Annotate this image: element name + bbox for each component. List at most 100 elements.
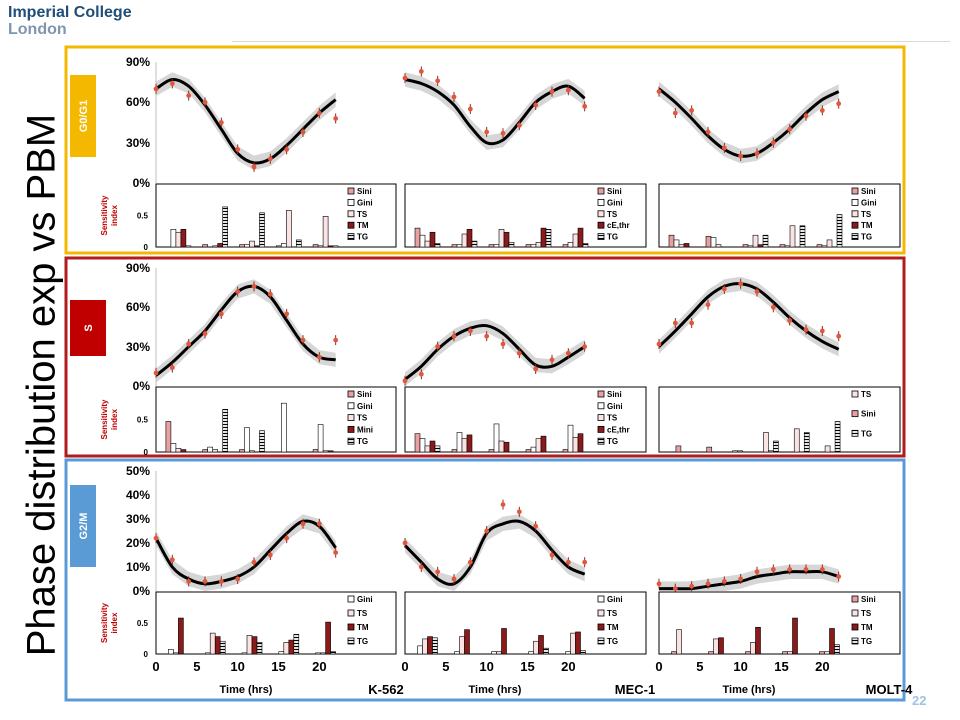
sensitivity-legend-swatch	[597, 609, 605, 617]
sensitivity-legend-label: Sini	[607, 187, 622, 196]
experimental-point	[533, 102, 539, 108]
sensitivity-bar	[737, 450, 743, 453]
sensitivity-bar	[414, 433, 421, 453]
experimental-point	[533, 366, 539, 372]
sensitivity-bar	[784, 245, 791, 248]
experimental-point	[721, 579, 727, 584]
sensitivity-legend-label: Gini	[357, 595, 373, 604]
x-tick-label: 10	[230, 659, 244, 674]
sensitivity-bar	[466, 229, 473, 248]
experimental-point	[186, 93, 192, 99]
experimental-point	[218, 579, 224, 584]
sensitivity-legend-label: TS	[861, 609, 872, 618]
sensitivity-legend-label: Gini	[607, 198, 623, 207]
sensitivity-tick-label: 0	[144, 448, 149, 457]
x-tick-label: 5	[442, 659, 449, 674]
sensitivity-legend-label: Sini	[607, 390, 622, 399]
experimental-point	[267, 552, 273, 558]
experimental-point	[484, 333, 490, 339]
experimental-point	[418, 371, 424, 377]
sensitivity-bar	[209, 632, 216, 655]
sensitivity-bar	[582, 243, 589, 248]
sensitivity-legend-label: Sini	[357, 390, 372, 399]
sensitivity-bar	[429, 440, 436, 453]
y-tick-label: 0%	[133, 176, 151, 190]
experimental-point	[565, 350, 571, 356]
experimental-point	[819, 567, 825, 572]
sensitivity-bar	[732, 450, 738, 453]
experimental-point	[284, 146, 290, 152]
experimental-point	[169, 365, 175, 371]
x-tick-label: 10	[733, 659, 747, 674]
sensitivity-axis-label: Sensitivity	[100, 399, 109, 440]
sensitivity-bar	[565, 651, 571, 655]
x-tick-label: 0	[152, 659, 159, 674]
sensitivity-legend-swatch	[347, 187, 355, 195]
experimental-point	[705, 581, 711, 587]
experimental-point	[819, 328, 825, 334]
sensitivity-bar	[283, 642, 290, 655]
sensitivity-bar	[322, 216, 329, 248]
sensitivity-bar	[417, 645, 423, 655]
sensitivity-legend-swatch	[597, 198, 605, 206]
sensitivity-bar	[427, 636, 433, 655]
sensitivity-legend-swatch	[597, 637, 605, 645]
sensitivity-legend-swatch	[347, 595, 355, 603]
experimental-point	[754, 151, 760, 156]
sensitivity-bar	[708, 651, 714, 655]
sensitivity-legend-swatch	[597, 390, 605, 398]
y-tick-label: 60%	[126, 95, 150, 109]
sensitivity-bar	[834, 421, 841, 453]
experimental-point	[500, 130, 506, 136]
sensitivity-bar	[204, 652, 211, 655]
sensitivity-panel-frame	[658, 183, 901, 248]
sensitivity-legend-label: Gini	[357, 198, 373, 207]
sensitivity-legend-swatch	[851, 609, 859, 617]
sensitivity-legend-swatch	[597, 414, 605, 422]
experimental-point	[656, 89, 662, 94]
experimental-point	[803, 113, 809, 119]
sensitivity-bar	[259, 212, 265, 248]
sensitivity-bar	[246, 635, 253, 655]
phase-tag	[70, 485, 96, 567]
sensitivity-legend-swatch	[851, 233, 859, 241]
experimental-point	[169, 557, 175, 563]
experimental-point	[819, 108, 825, 113]
sensitivity-legend-swatch	[347, 402, 355, 410]
sensitivity-bar	[288, 639, 295, 655]
sensitivity-bar	[259, 430, 265, 453]
sensitivity-bar	[180, 449, 187, 453]
x-tick-label: 0	[401, 659, 408, 674]
sensitivity-bar	[763, 432, 769, 453]
sensitivity-bar	[251, 636, 258, 655]
sensitivity-bar	[173, 652, 179, 655]
experimental-point	[467, 559, 473, 565]
sensitivity-bar	[535, 438, 542, 453]
experimental-point	[267, 156, 273, 162]
experimental-point	[738, 281, 744, 287]
sensitivity-bar	[180, 229, 187, 248]
y-tick-label: 0%	[133, 379, 151, 393]
y-tick-label: 30%	[126, 340, 150, 354]
sensitivity-bar	[249, 240, 255, 248]
sensitivity-legend-swatch	[597, 623, 605, 631]
sensitivity-bar	[424, 240, 431, 248]
sensitivity-bar	[824, 445, 831, 453]
y-tick-label: 0%	[133, 584, 151, 598]
sensitivity-legend-swatch	[347, 437, 355, 445]
sensitivity-bar	[496, 651, 502, 655]
sensitivity-bar	[219, 640, 226, 655]
sensitivity-bar	[432, 637, 438, 655]
sensitivity-bar	[280, 402, 287, 453]
sensitivity-bar	[819, 651, 825, 655]
sensitivity-legend-swatch	[851, 210, 859, 218]
sensitivity-bar	[538, 635, 544, 655]
experimental-point	[316, 110, 322, 116]
phase-tag	[70, 75, 96, 157]
model-line	[658, 87, 840, 158]
sensitivity-bar	[799, 225, 806, 248]
experimental-point	[251, 164, 257, 170]
x-tick-label: 5	[696, 659, 703, 674]
experimental-point	[803, 567, 809, 572]
y-tick-label: 30%	[126, 136, 150, 150]
